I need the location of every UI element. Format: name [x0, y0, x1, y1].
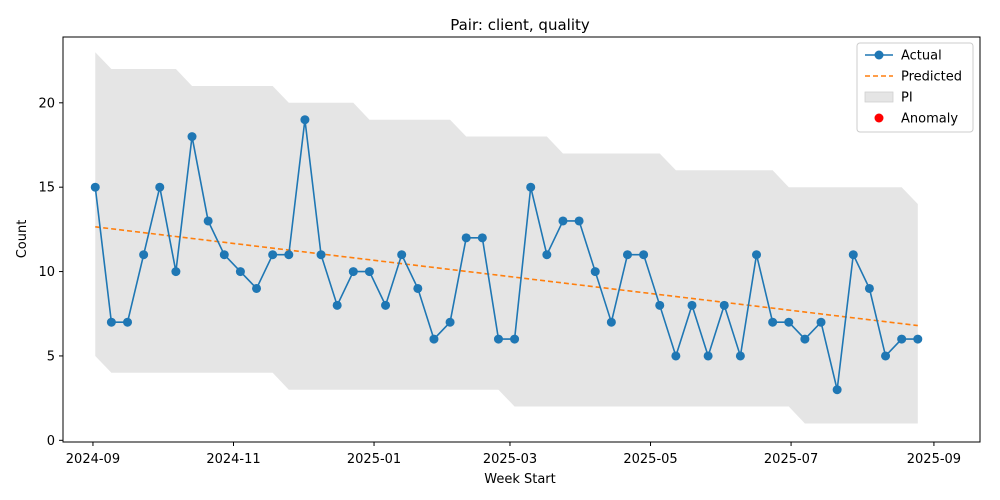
actual-point — [897, 334, 907, 344]
actual-point — [590, 267, 600, 277]
actual-point — [881, 351, 891, 361]
actual-point — [671, 351, 681, 361]
y-tick-label: 10 — [38, 265, 55, 280]
actual-point — [219, 250, 229, 260]
actual-point — [235, 267, 245, 277]
actual-point — [300, 115, 310, 125]
actual-point — [155, 182, 165, 192]
x-tick-label: 2025-03 — [483, 452, 537, 467]
actual-point — [800, 334, 810, 344]
actual-point — [768, 317, 778, 327]
actual-point — [123, 317, 133, 327]
predicted-line — [95, 226, 918, 327]
actual-point — [139, 250, 149, 260]
actual-point — [735, 351, 745, 361]
x-tick-label: 2025-09 — [907, 452, 961, 467]
actual-point — [510, 334, 520, 344]
actual-point — [316, 250, 326, 260]
actual-point — [364, 267, 374, 277]
x-tick-label: 2024-11 — [206, 452, 260, 467]
actual-point — [574, 216, 584, 226]
x-tick-label: 2025-01 — [347, 452, 401, 467]
pi-band — [95, 52, 918, 424]
legend-label: Anomaly — [901, 112, 958, 127]
x-tick-label: 2024-09 — [66, 452, 120, 467]
actual-point — [90, 182, 100, 192]
x-tick-label: 2025-05 — [623, 452, 677, 467]
legend-patch-swatch — [864, 91, 894, 103]
actual-point — [687, 300, 697, 310]
actual-point — [106, 317, 116, 327]
y-tick-label: 15 — [38, 181, 55, 196]
x-tick-label: 2025-07 — [764, 452, 818, 467]
actual-point — [461, 233, 471, 243]
legend: Actual Predicted PI Anomaly — [856, 42, 974, 133]
y-tick-label: 20 — [38, 96, 55, 111]
actual-point — [639, 250, 649, 260]
legend-box — [856, 42, 974, 133]
y-tick-label: 5 — [47, 349, 55, 364]
actual-point — [445, 317, 455, 327]
actual-point — [832, 385, 842, 395]
actual-point — [848, 250, 858, 260]
actual-point — [542, 250, 552, 260]
actual-point — [719, 300, 729, 310]
actual-point — [252, 283, 262, 293]
actual-point — [526, 182, 536, 192]
actual-point — [493, 334, 503, 344]
actual-point — [622, 250, 632, 260]
actual-point — [477, 233, 487, 243]
actual-point — [187, 132, 197, 142]
legend-marker-swatch — [874, 50, 884, 60]
plot-frame — [62, 36, 981, 443]
actual-point — [171, 267, 181, 277]
legend-label: Actual — [901, 49, 942, 64]
actual-point — [348, 267, 358, 277]
x-axis-label: Week Start — [484, 472, 556, 487]
legend-label: Predicted — [901, 70, 962, 85]
actual-point — [203, 216, 213, 226]
actual-point — [752, 250, 762, 260]
y-tick-label: 0 — [47, 434, 55, 449]
actual-point — [381, 300, 391, 310]
actual-point — [397, 250, 407, 260]
actual-point — [558, 216, 568, 226]
actual-point — [606, 317, 616, 327]
actual-point — [429, 334, 439, 344]
actual-point — [268, 250, 278, 260]
actual-line — [94, 119, 918, 390]
actual-point — [284, 250, 294, 260]
y-axis-label: Count — [15, 220, 30, 259]
actual-point — [413, 283, 423, 293]
actual-point — [703, 351, 713, 361]
actual-point — [655, 300, 665, 310]
actual-point — [864, 283, 874, 293]
chart-title: Pair: client, quality — [450, 16, 590, 34]
legend-label: PI — [901, 91, 913, 106]
actual-point — [332, 300, 342, 310]
actual-point — [913, 334, 923, 344]
actual-point — [784, 317, 794, 327]
legend-dot-swatch — [874, 113, 884, 123]
actual-point — [816, 317, 826, 327]
